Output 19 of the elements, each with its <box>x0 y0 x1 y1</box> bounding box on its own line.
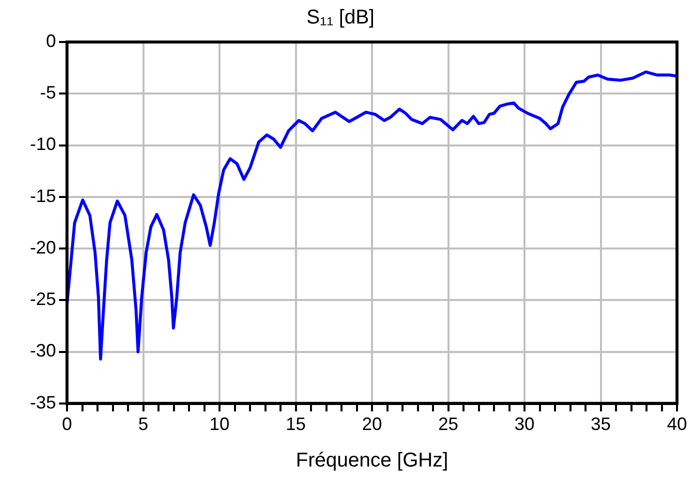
y-tick-label: -15 <box>30 186 56 206</box>
y-tick-label: -20 <box>30 237 56 258</box>
x-tick-label: 10 <box>209 414 230 434</box>
x-tick-label: 25 <box>438 414 458 434</box>
y-tick-label: 0 <box>46 30 56 51</box>
y-tick-label: -5 <box>40 82 56 103</box>
x-tick-label: 15 <box>286 414 306 434</box>
x-tick-label: 0 <box>62 414 72 434</box>
y-tick-label: -10 <box>30 134 56 154</box>
x-axis-title: Fréquence [GHz] <box>296 450 448 472</box>
x-tick-label: 30 <box>514 414 535 434</box>
x-tick-label: 20 <box>362 414 382 434</box>
y-tick-label: -25 <box>30 289 56 310</box>
x-tick-label: 40 <box>666 414 688 434</box>
y-tick-label: -35 <box>30 392 56 412</box>
x-tick-label: 5 <box>138 414 148 434</box>
chart-title: S₁₁ [dB] <box>306 6 374 29</box>
y-tick-label: -30 <box>30 340 56 361</box>
x-tick-label: 35 <box>590 414 611 434</box>
